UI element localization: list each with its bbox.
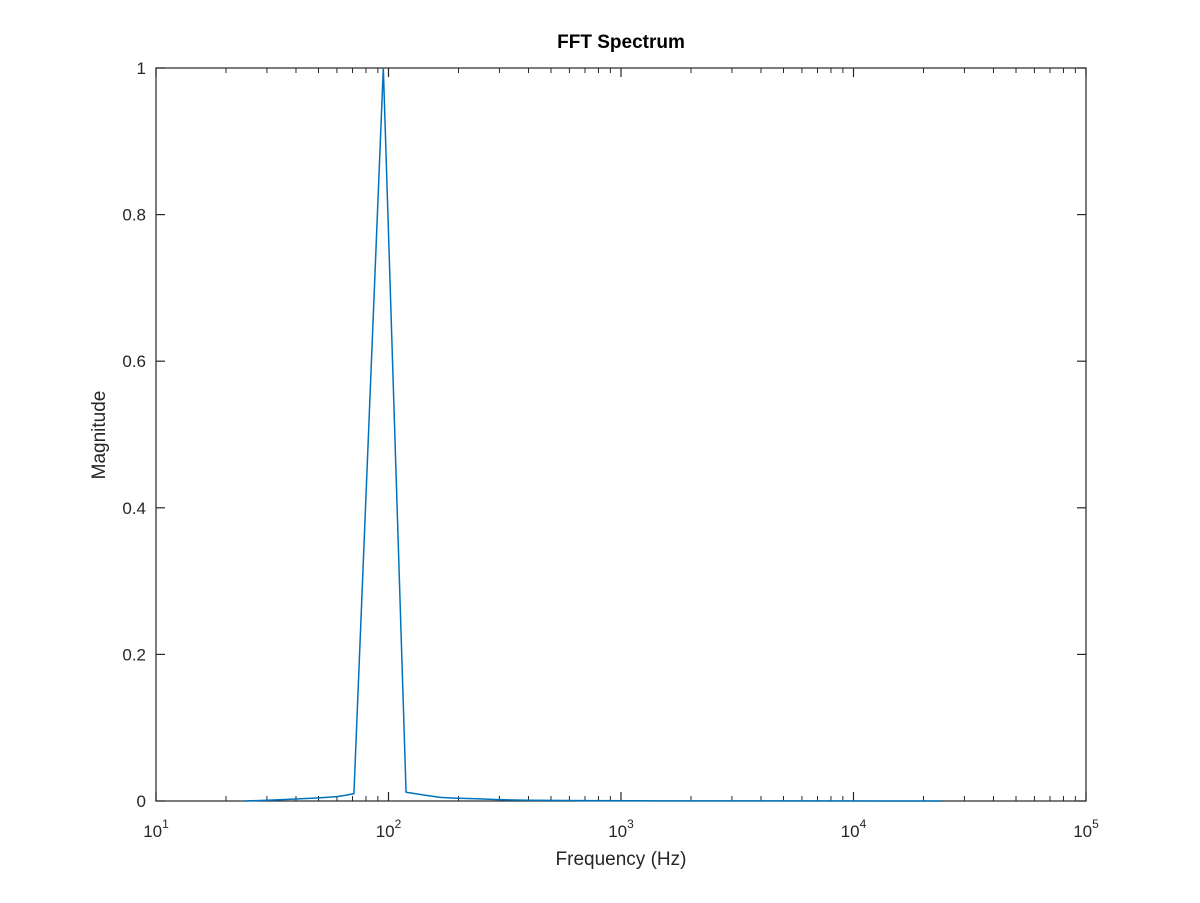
y-tick-label: 0 [137,792,146,811]
plot-area: 0 0.2 0.4 0.6 0.8 1 101 102 103 104 105 [122,59,1099,841]
x-tick-label: 102 [376,817,402,841]
x-tick-label: 103 [608,817,634,841]
series-line [244,67,942,802]
chart-title: FFT Spectrum [557,32,685,53]
x-tick-label: 101 [143,817,169,841]
y-tick-label: 0.4 [122,499,146,518]
y-axis-label: Magnitude [89,391,110,480]
y-tick-label: 0.8 [122,206,146,225]
y-tick-label: 1 [137,59,146,78]
y-tick-label: 0.6 [122,352,146,371]
y-tick-label: 0.2 [122,645,146,664]
x-tick-label: 105 [1073,817,1099,841]
x-axis-label: Frequency (Hz) [556,849,687,870]
x-tick-label: 104 [841,817,867,841]
